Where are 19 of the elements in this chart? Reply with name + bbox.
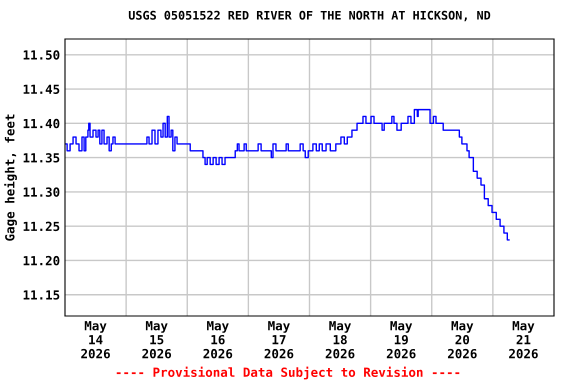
text: ---- Provisional Data Subject to Revision ---- <box>116 366 460 380</box>
y-tick-label: 11.40 <box>24 118 60 128</box>
y-tick-label: 11.30 <box>24 187 60 197</box>
y-tick-label: 11.25 <box>24 222 60 232</box>
y-tick-label: 11.50 <box>24 50 60 60</box>
x-tick-label: May 16 2026 <box>203 321 232 358</box>
chart-title: USGS 05051522 RED RIVER OF THE NORTH AT HICKSON, ND <box>128 10 490 22</box>
x-tick-label: May 21 2026 <box>509 321 538 358</box>
y-tick-label: 11.20 <box>24 256 60 266</box>
y-tick-label: 11.15 <box>24 290 60 300</box>
x-tick-label: May 20 2026 <box>448 321 477 358</box>
y-axis-title: Gage height, feet <box>4 114 17 241</box>
x-tick-label: May 17 2026 <box>264 321 294 358</box>
y-tick-label: 11.35 <box>24 153 60 163</box>
x-tick-label: May 15 2026 <box>142 321 172 358</box>
y-tick-label: 11.45 <box>24 84 60 94</box>
x-tick-label: May 19 2026 <box>386 321 416 358</box>
x-tick-label: May 18 2026 <box>326 321 354 358</box>
x-tick-label: May 14 2026 <box>81 321 110 358</box>
